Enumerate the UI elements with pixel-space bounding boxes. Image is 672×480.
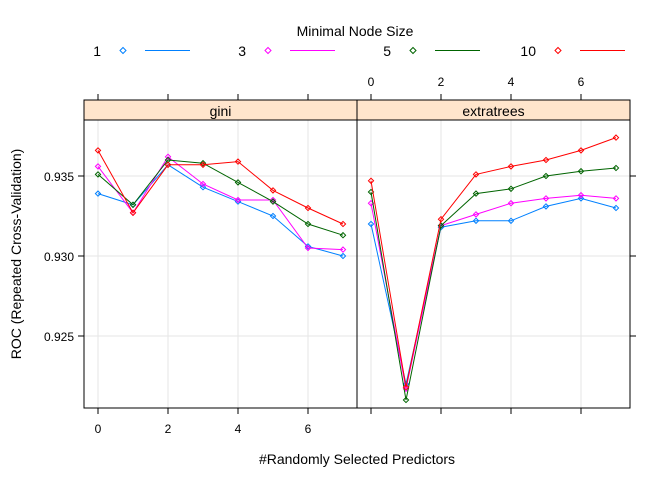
legend-entry-3: 3 [238, 43, 335, 59]
y-tick-label: 0.935 [44, 170, 74, 184]
x-tick-label: 6 [305, 422, 312, 436]
data-point [577, 147, 585, 154]
x-tick-label: 2 [165, 422, 172, 436]
data-point [612, 134, 620, 141]
data-point [339, 246, 347, 253]
data-point [234, 196, 242, 204]
x-tick-label-top: 2 [438, 75, 445, 89]
data-point [129, 201, 137, 209]
axes: 0.925 0.930 0.935 0 2 4 6 0 2 4 6 [44, 75, 636, 436]
data-point [542, 195, 550, 202]
data-point [164, 156, 172, 164]
data-point [612, 204, 620, 212]
data-point [269, 212, 277, 220]
legend-entry-5: 5 [383, 43, 480, 59]
data-point [612, 164, 620, 172]
legend-entry-10: 10 [520, 43, 625, 59]
legend-label: 5 [383, 43, 391, 59]
data-point [507, 217, 515, 225]
series-line-gini-3 [97, 156, 344, 251]
x-tick-label: 4 [235, 422, 242, 436]
data-point [94, 190, 102, 197]
legend: Minimal Node Size 1 3 5 10 [93, 23, 625, 59]
legend-marker [119, 46, 127, 55]
panel-border [356, 119, 631, 409]
data-point [542, 156, 550, 164]
data-point [339, 252, 347, 260]
legend-marker [409, 46, 417, 55]
legend-entries: 1 3 5 10 [93, 43, 625, 59]
data-point [402, 383, 410, 391]
panel-extratrees: extratrees [356, 99, 631, 409]
legend-label: 3 [238, 43, 246, 59]
data-point [94, 171, 102, 178]
legend-label: 10 [520, 43, 536, 59]
data-point [472, 211, 480, 218]
data-point [472, 171, 480, 178]
data-point [402, 396, 410, 404]
x-axis-label: #Randomly Selected Predictors [259, 451, 455, 467]
data-point [472, 190, 480, 197]
data-point [304, 244, 312, 252]
data-point [367, 177, 375, 185]
y-axis-label: ROC (Repeated Cross-Validation) [8, 149, 24, 360]
data-point [577, 191, 585, 199]
data-point [234, 179, 242, 186]
y-tick-label: 0.925 [44, 330, 74, 344]
panel-gini: gini [83, 99, 358, 409]
data-point [339, 231, 347, 239]
data-point [234, 158, 242, 165]
data-point [542, 172, 550, 180]
data-point [129, 209, 137, 217]
data-point [612, 195, 620, 202]
data-point [94, 147, 102, 154]
x-tick-label: 0 [95, 422, 102, 436]
data-point [304, 204, 312, 212]
data-point [304, 220, 312, 228]
data-point [199, 161, 207, 169]
strip-label: extratrees [462, 103, 524, 119]
panels: gini extratrees [83, 99, 631, 409]
data-point [199, 180, 207, 188]
data-point [577, 167, 585, 175]
series-line-extratrees-10 [370, 137, 617, 388]
legend-entry-1: 1 [93, 43, 190, 59]
data-point [367, 188, 375, 196]
y-tick-label: 0.930 [44, 250, 74, 264]
legend-marker [554, 46, 562, 55]
data-point [94, 163, 102, 170]
data-point [367, 220, 375, 228]
data-point [507, 185, 515, 193]
data-point [367, 199, 375, 207]
series-line-extratrees-3 [370, 194, 617, 389]
series-line-extratrees-5 [370, 167, 617, 401]
data-point [269, 196, 277, 204]
x-tick-label-top: 6 [578, 75, 585, 89]
data-point [339, 220, 347, 228]
data-point [269, 198, 277, 205]
legend-label: 1 [93, 43, 101, 59]
data-point [437, 215, 445, 223]
strip-label: gini [210, 103, 232, 119]
x-tick-label-top: 0 [368, 75, 375, 89]
data-point [507, 163, 515, 170]
data-point [472, 217, 480, 225]
legend-marker [264, 46, 272, 55]
data-point [542, 203, 550, 210]
data-point [269, 187, 277, 194]
series-line-extratrees-1 [370, 197, 617, 385]
legend-title: Minimal Node Size [297, 23, 414, 39]
data-point [507, 199, 515, 207]
data-point [304, 243, 312, 250]
series-line-gini-5 [97, 159, 344, 236]
data-point [164, 161, 172, 169]
series-line-gini-10 [97, 150, 344, 225]
x-tick-label-top: 4 [508, 75, 515, 89]
